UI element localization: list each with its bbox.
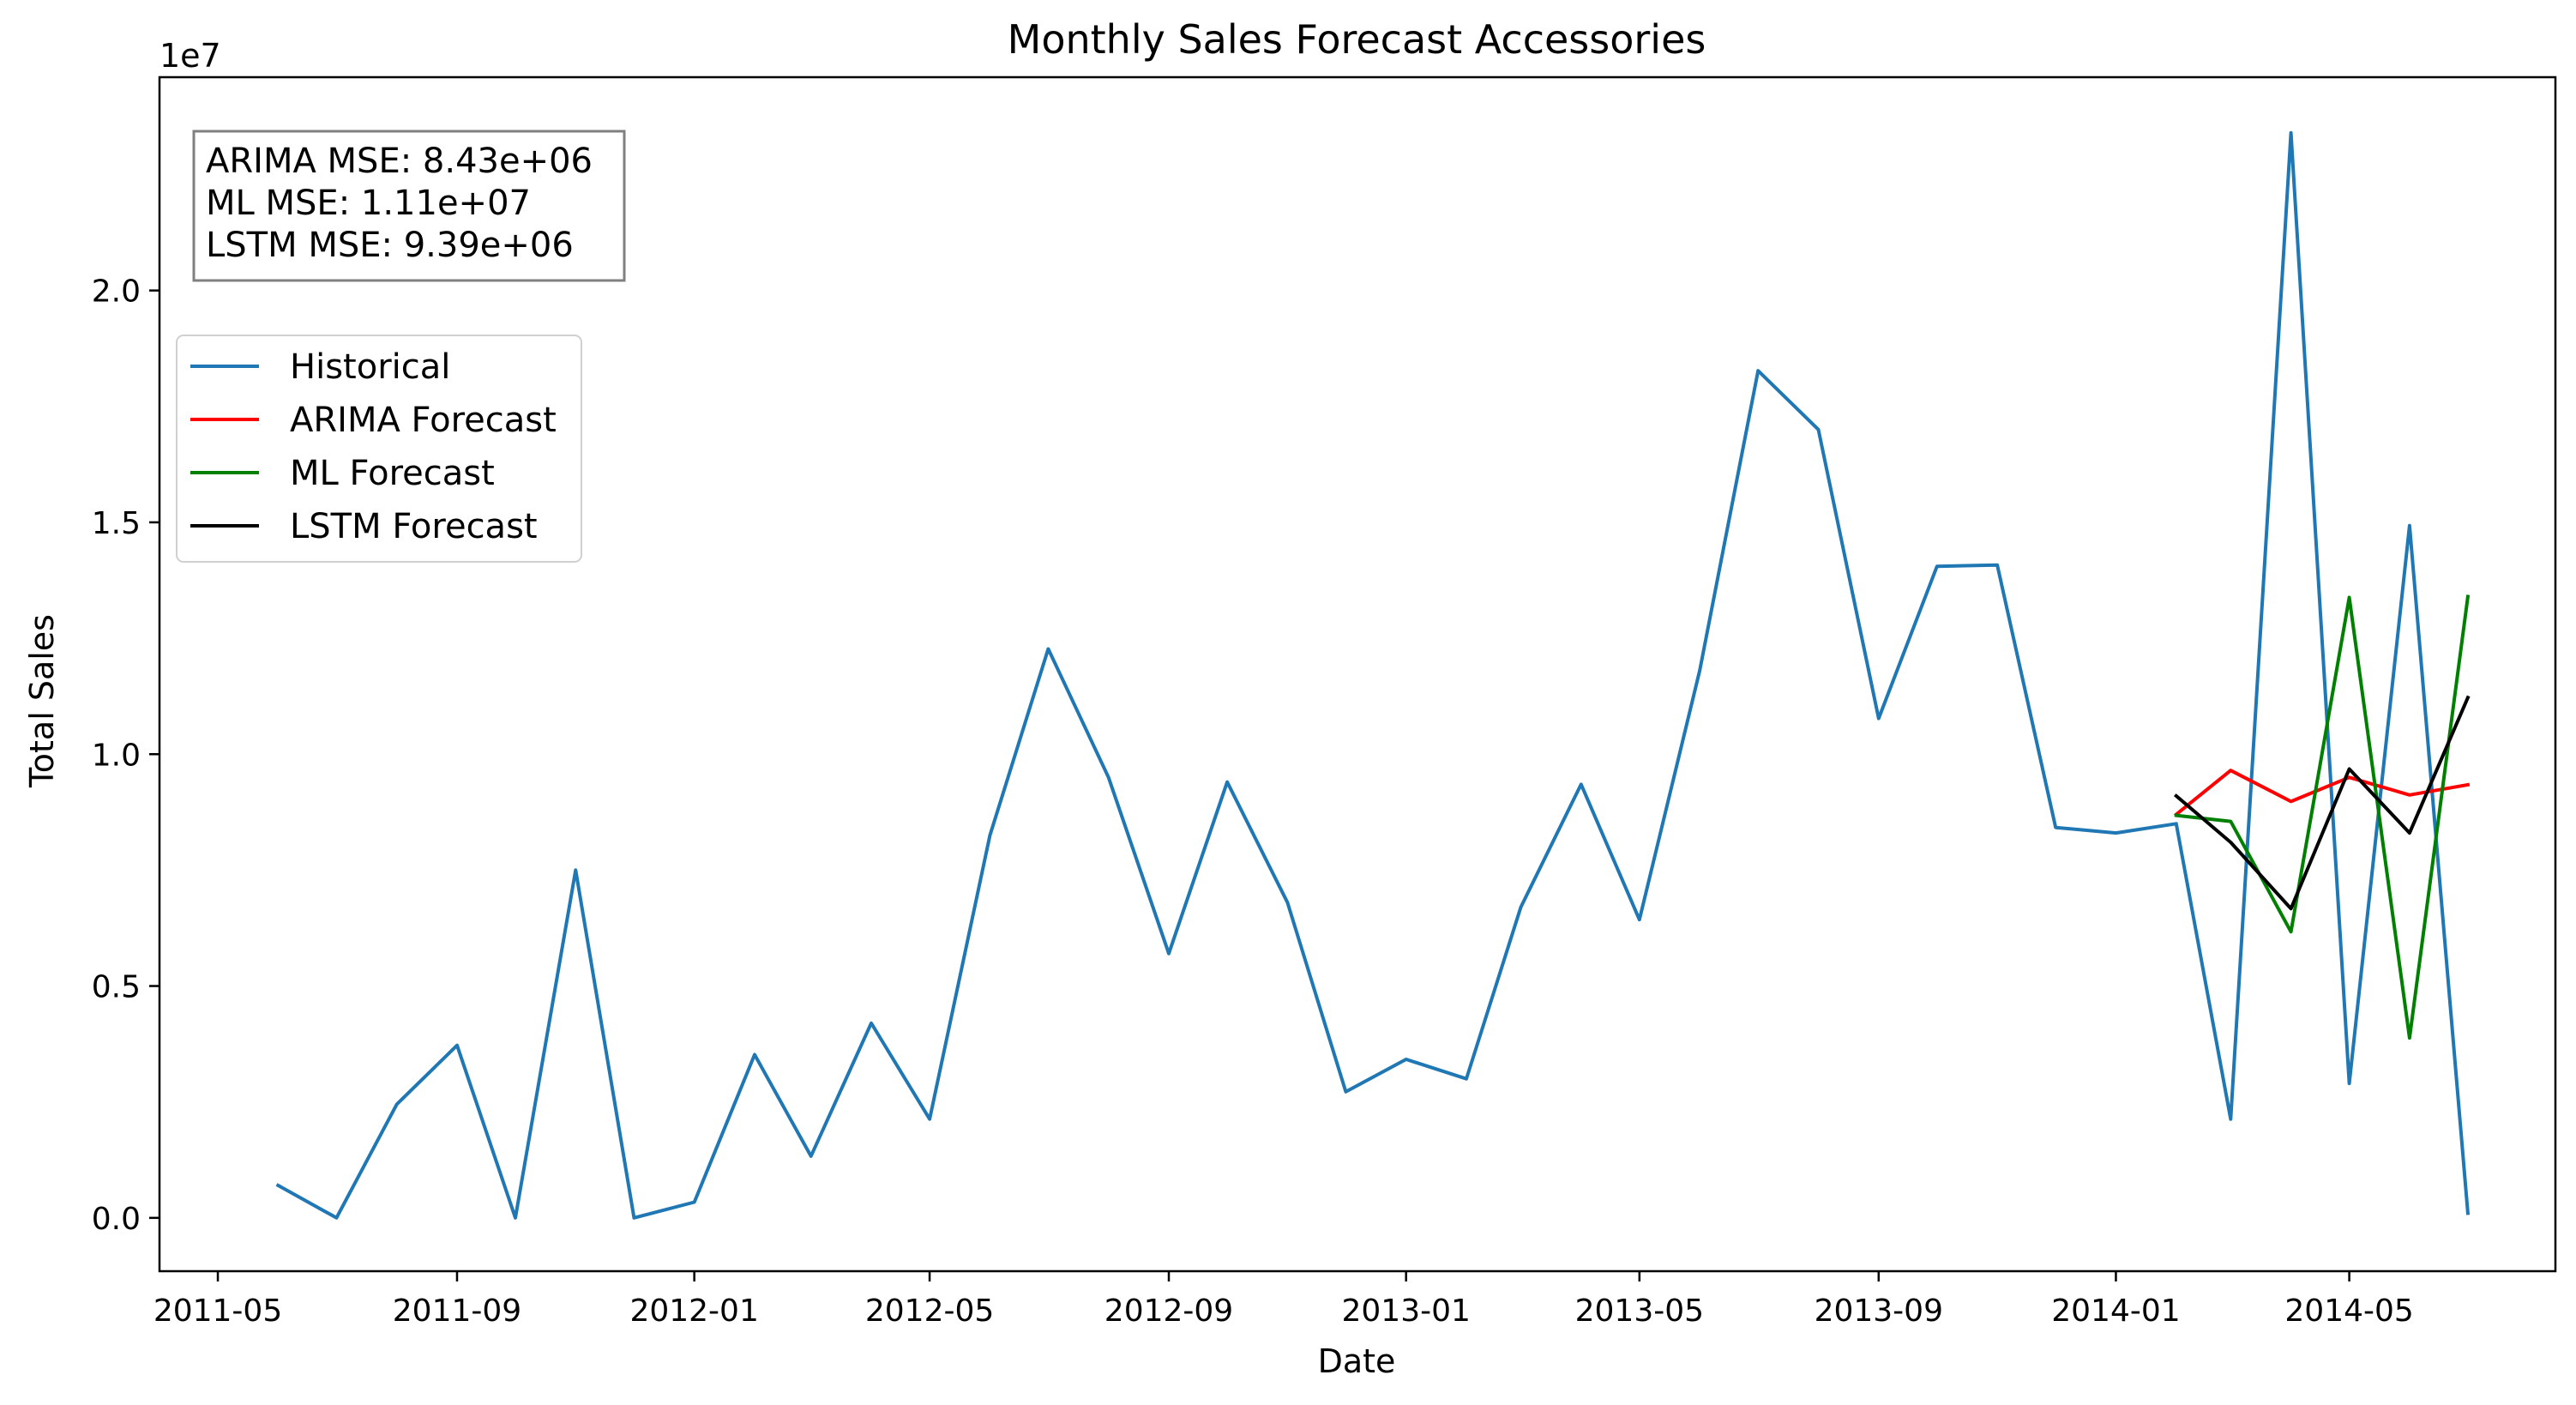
y-tick-label: 1.5 xyxy=(92,506,141,541)
annotation-line-ml: ML MSE: 1.11e+07 xyxy=(206,184,531,223)
x-tick-label: 2011-05 xyxy=(153,1293,282,1329)
annotation-frame xyxy=(192,130,626,282)
axes-frame xyxy=(158,75,2557,1273)
annotation-line-arima: ARIMA MSE: 8.43e+06 xyxy=(206,142,593,181)
axes: 2011-05 2011-09 2012-01 2012-05 2012-09 2013-… xyxy=(92,75,2557,1329)
x-tick-label: 2012-05 xyxy=(865,1293,994,1329)
x-tick-label: 2013-05 xyxy=(1575,1293,1704,1329)
y-tick-label: 0.0 xyxy=(92,1202,141,1237)
plot-area xyxy=(275,130,2471,1220)
annotation-line-lstm: LSTM MSE: 9.39e+06 xyxy=(206,226,574,265)
x-tick-label: 2012-09 xyxy=(1104,1293,1233,1329)
series-line-ml-forecast xyxy=(2174,594,2471,1040)
x-tick-label: 2014-01 xyxy=(2051,1293,2180,1329)
legend-label-lstm-forecast: LSTM Forecast xyxy=(290,507,538,546)
x-tick-label: 2011-09 xyxy=(393,1293,521,1329)
legend-label-historical: Historical xyxy=(290,347,450,387)
x-tick-label: 2013-09 xyxy=(1815,1293,1943,1329)
x-tick-label: 2012-01 xyxy=(629,1293,758,1329)
y-axis-label: Total Sales xyxy=(23,614,61,788)
series-line-lstm-forecast xyxy=(2173,695,2471,911)
legend-label-ml-forecast: ML Forecast xyxy=(290,454,495,493)
legend-frame xyxy=(176,335,582,563)
x-axis-label: Date xyxy=(1318,1342,1396,1380)
series-line-arima-forecast xyxy=(2173,769,2471,817)
x-tick-label: 2014-05 xyxy=(2284,1293,2413,1329)
y-tick-label: 1.0 xyxy=(92,738,141,773)
chart-title: Monthly Sales Forecast Accessories xyxy=(1008,16,1706,63)
legend: Historical ARIMA Forecast ML Forecast LSTM … xyxy=(176,335,582,563)
y-axis-offset-label: 1e7 xyxy=(159,37,221,75)
legend-label-arima-forecast: ARIMA Forecast xyxy=(290,401,557,440)
y-tick-label: 2.0 xyxy=(92,274,141,310)
series-line-historical xyxy=(275,130,2471,1220)
x-tick-label: 2013-01 xyxy=(1341,1293,1470,1329)
y-tick-label: 0.5 xyxy=(92,970,141,1005)
mse-annotation-box: ARIMA MSE: 8.43e+06 ML MSE: 1.11e+07 LST… xyxy=(192,130,626,282)
